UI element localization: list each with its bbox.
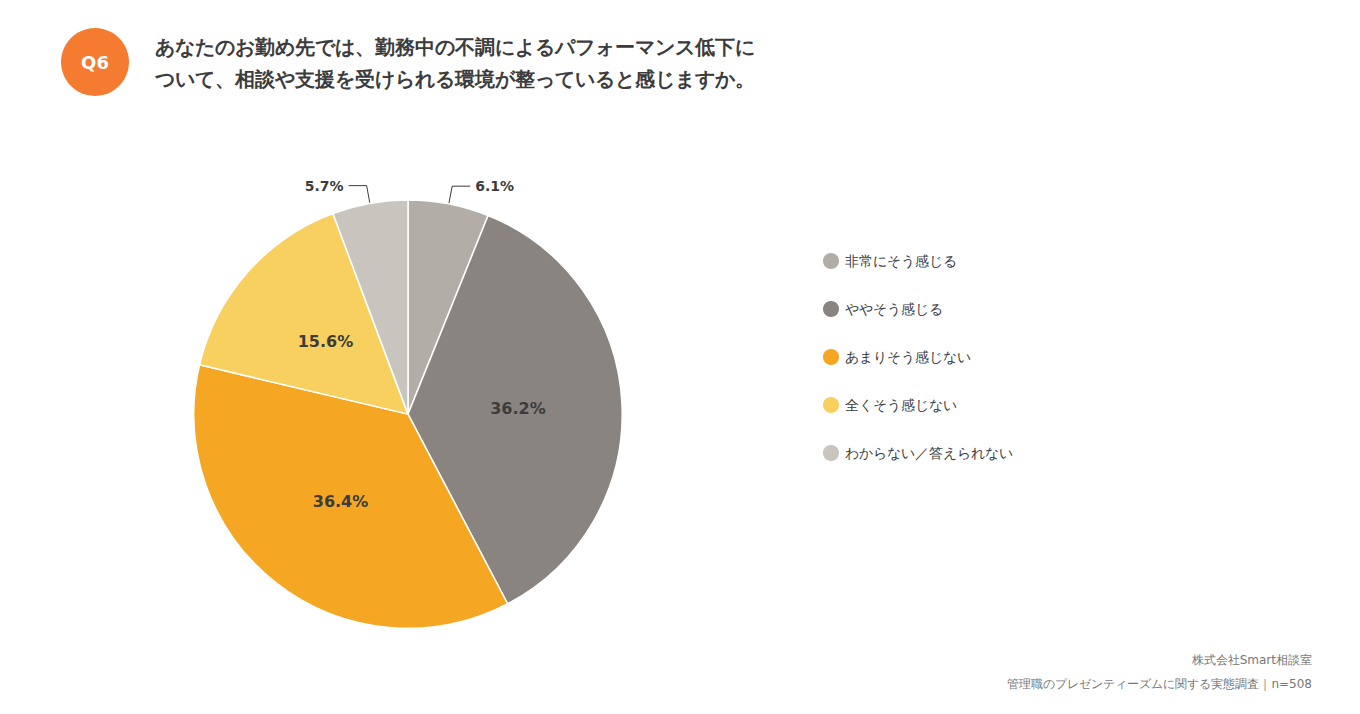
svg-text:6.1%: 6.1% <box>475 178 514 194</box>
svg-text:株式会社Smart相談室: 株式会社Smart相談室 <box>1191 653 1312 667</box>
svg-text:非常にそう感じる: 非常にそう感じる <box>845 253 957 269</box>
svg-text:15.6%: 15.6% <box>298 332 354 351</box>
svg-text:5.7%: 5.7% <box>305 178 344 194</box>
svg-text:管理職のプレゼンティーズムに関する実態調査｜n=508: 管理職のプレゼンティーズムに関する実態調査｜n=508 <box>1007 677 1312 691</box>
svg-text:あなたのお勤め先では、勤務中の不調によるパフォーマンス低下に: あなたのお勤め先では、勤務中の不調によるパフォーマンス低下に <box>155 35 755 59</box>
svg-text:ついて、相談や支援を受けられる環境が整っていると感じますか。: ついて、相談や支援を受けられる環境が整っていると感じますか。 <box>155 67 755 91</box>
svg-text:Q6: Q6 <box>81 52 109 73</box>
svg-text:全くそう感じない: 全くそう感じない <box>845 397 957 413</box>
svg-text:わからない／答えられない: わからない／答えられない <box>845 445 1013 461</box>
svg-text:36.2%: 36.2% <box>490 399 546 418</box>
svg-text:あまりそう感じない: あまりそう感じない <box>845 349 971 365</box>
svg-text:ややそう感じる: ややそう感じる <box>845 301 943 317</box>
svg-text:36.4%: 36.4% <box>313 492 369 511</box>
